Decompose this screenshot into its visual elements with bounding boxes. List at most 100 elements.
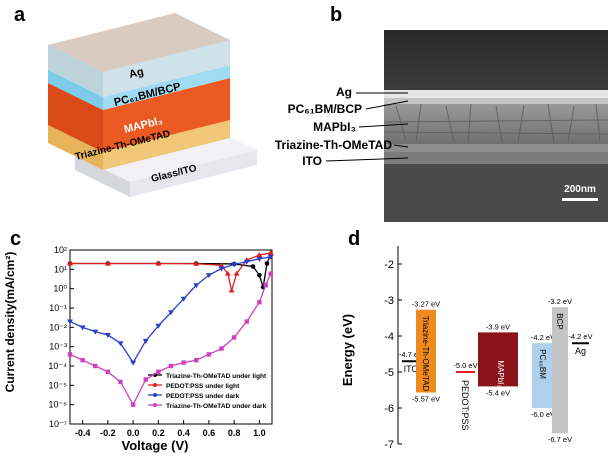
jv-legend-label: PEDOT:PSS under dark [166,393,240,400]
jv-data-point [267,249,274,255]
sem-label-lines [325,92,409,162]
jv-legend-marker [153,403,157,407]
sem-label-ag: Ag [336,85,352,99]
panel-label-d: d [348,228,361,250]
sem-ito-layer [384,152,608,164]
energy-band-bottom-label: -5.57 eV [412,395,440,404]
jv-data-point [143,377,148,382]
jv-y-tick-label: 10⁻³ [49,342,67,352]
jv-data-point [250,264,256,269]
jv-data-point [263,283,268,288]
mapbi3-right [103,78,230,152]
jv-data-point [224,270,231,276]
jv-data-point [268,271,273,276]
sem-ag-layer [384,90,608,98]
ag-top [48,13,230,72]
panel-label-a: a [14,4,26,26]
sem-label-mapbi3: MAPbI₃ [313,120,356,134]
jv-data-point [168,310,174,316]
jv-x-tick-label: 0.0 [127,428,140,438]
sem-htl-layer [384,144,608,152]
energy-y-axis-label: Energy (eV) [340,314,355,386]
jv-data-point [105,369,111,375]
energy-level-value: -5.0 eV [453,361,477,370]
jv-data-point [118,379,123,385]
jv-x-tick-label: -0.4 [75,428,91,438]
jv-data-point [205,273,212,279]
jv-data-point [67,352,73,357]
jv-data-point [80,357,85,363]
device-stack-diagram: Ag PC₆₁BM/BCP MAPbI₃ Triazine-Th-OMeTAD … [48,13,257,197]
energy-band [416,309,436,393]
jv-x-axis-label: Voltage (V) [122,438,189,453]
jv-data-point [193,260,200,266]
jv-series-line [70,252,271,294]
sem-label-ito: ITO [302,154,322,168]
jv-x-tick-label: 0.8 [228,428,241,438]
sem-label-htl: Triazine-Th-OMeTAD [275,138,392,152]
sem-label-pcbm: PC₆₁BM/BCP [288,102,362,116]
jv-y-tick-label: 10⁻⁴ [48,361,67,371]
panel-label-c: c [10,228,22,250]
jv-y-tick-label: 10¹ [54,264,67,274]
energy-band [552,307,568,434]
jv-data-point [233,270,240,276]
jv-data-point [67,319,73,325]
jv-legend-marker [153,393,157,397]
jv-legend-label: PEDOT:PSS under light [166,383,240,390]
energy-band-bottom-label: -6.7 eV [548,435,572,444]
jv-x-tick-label: 0.2 [152,428,165,438]
jv-x-tick-label: -0.2 [100,428,116,438]
layer-label-ag: Ag [128,66,145,81]
energy-band-name: PC₆₀BM [538,349,547,379]
jv-data-point [218,266,225,272]
jv-data-point [267,254,274,260]
jv-x-tick-label: 0.4 [177,428,190,438]
energy-y-tick-label: -2 [384,259,394,271]
jv-data-point [257,299,262,305]
jv-y-tick-label: 10² [54,245,67,255]
jv-data-point [264,261,270,266]
jv-data-point [194,357,199,363]
sem-vacuum [384,30,608,92]
jv-data-point [155,260,162,266]
jv-data-point [219,346,224,351]
sem-pcbm-layer [384,98,608,104]
jv-curve-chart: Voltage (V) Current density(mA/cm²) -0.4… [3,245,274,453]
energy-y-tick-label: -4 [384,331,394,343]
energy-y-tick-label: -3 [384,295,394,307]
energy-level-name: PEDOT:PSS [460,380,470,431]
jv-data-point [231,262,238,268]
jv-data-point [218,262,225,268]
jv-legend-marker [153,383,157,387]
jv-data-point [256,256,263,262]
jv-data-point [130,360,137,366]
energy-band [478,332,518,387]
energy-band-top-label: -3.2 eV [548,297,572,306]
energy-band-name: BCP [555,313,564,329]
jv-data-point [104,260,111,266]
energy-level-name: Ag [575,346,586,356]
jv-data-point [142,338,149,344]
scale-bar-label: 200nm [564,184,596,195]
jv-data-point [92,329,99,335]
jv-data-point [130,402,136,407]
sem-cross-section: Ag PC₆₁BM/BCP MAPbI₃ Triazine-Th-OMeTAD … [275,30,608,222]
energy-band-top-label: -3.9 eV [486,322,510,331]
sem-perovskite-layer [384,104,608,144]
jv-series-line [69,256,271,364]
jv-data-point [228,287,235,293]
jv-data-point [193,283,200,289]
jv-y-tick-label: 10⁻¹ [49,303,67,313]
energy-band-bottom-label: -6.0 eV [531,410,555,419]
jv-data-point [156,369,161,375]
ag-right [103,40,230,97]
jv-data-point [243,259,250,265]
jv-data-point [79,325,86,331]
jv-y-tick-label: 10⁻² [49,322,67,332]
jv-data-point [181,360,186,365]
jv-y-tick-label: 10⁻⁶ [49,400,68,410]
glass-ito-left [75,155,130,197]
jv-y-tick-label: 10⁻⁷ [49,419,67,429]
energy-band-top-label: -4.2 eV [531,333,555,342]
